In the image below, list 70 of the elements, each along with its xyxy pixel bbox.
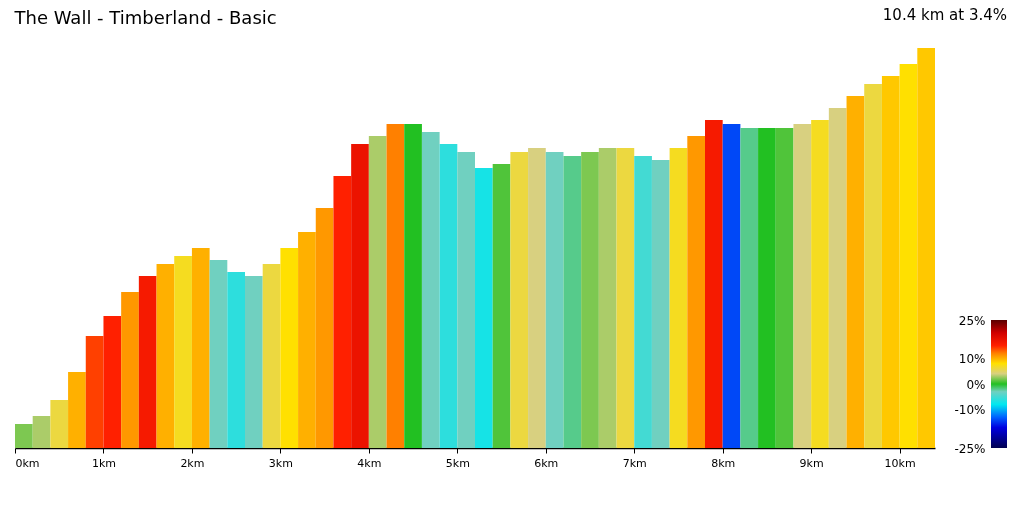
bar [563,156,582,448]
color-bar-label: 10% [958,351,986,366]
bar [899,64,918,448]
color-bar-label: -10% [954,403,986,418]
bar [138,276,157,448]
bar [881,76,900,448]
bar [85,336,104,448]
x-tick-label: 7km [622,456,647,470]
bar [510,152,529,448]
bar [191,248,210,448]
bar [669,148,688,448]
chart-subtitle: 10.4 km at 3.4% [882,6,1007,24]
x-tick-label: 6km [534,456,559,470]
bar [333,176,352,448]
x-tick-label: 3km [268,456,293,470]
bar [386,124,405,448]
color-bar-label: 0% [966,377,986,392]
bar [280,248,299,448]
bar [740,128,759,448]
bar [103,316,122,448]
bar [828,108,847,448]
bar [634,156,652,448]
bar [545,152,564,448]
color-bar-label: 25% [958,313,986,328]
bar [793,124,812,448]
color-bar-label: -25% [954,441,986,456]
bar [705,120,723,448]
bar [156,264,175,448]
bar [227,272,245,448]
chart-title: The Wall - Timberland - Basic [13,7,277,28]
bar [598,148,617,448]
bar [315,208,334,448]
x-tick-label: 1km [91,456,117,470]
bar [687,136,705,448]
bar [298,232,316,448]
bar [68,372,86,448]
bar [50,400,69,448]
bar [811,120,829,448]
bar [15,424,33,448]
bar [404,124,422,448]
bar [651,160,670,448]
bar [245,276,263,448]
bar [209,260,228,448]
x-tick-label: 10km [884,456,916,470]
bar [917,48,935,448]
bar [492,164,511,448]
bar [864,84,882,448]
bar [616,148,635,448]
bar [528,148,546,448]
x-tick-label: 0km [15,456,40,470]
x-tick-label: 4km [357,456,382,470]
bar [581,152,599,448]
x-tick-label: 8km [711,456,736,470]
bar [758,128,776,448]
bar [846,96,865,448]
bar [32,416,51,448]
bar [368,136,387,448]
x-tick-label: 2km [180,456,205,470]
bar [174,256,192,448]
bar [475,168,493,448]
bar [457,152,475,448]
bar [121,292,139,448]
bar [262,264,281,448]
bar [722,124,741,448]
bar [351,144,369,448]
x-tick-label: 5km [445,456,470,470]
bar [775,128,794,448]
bar [421,132,440,448]
bar [439,144,458,448]
x-tick-label: 9km [799,456,824,470]
